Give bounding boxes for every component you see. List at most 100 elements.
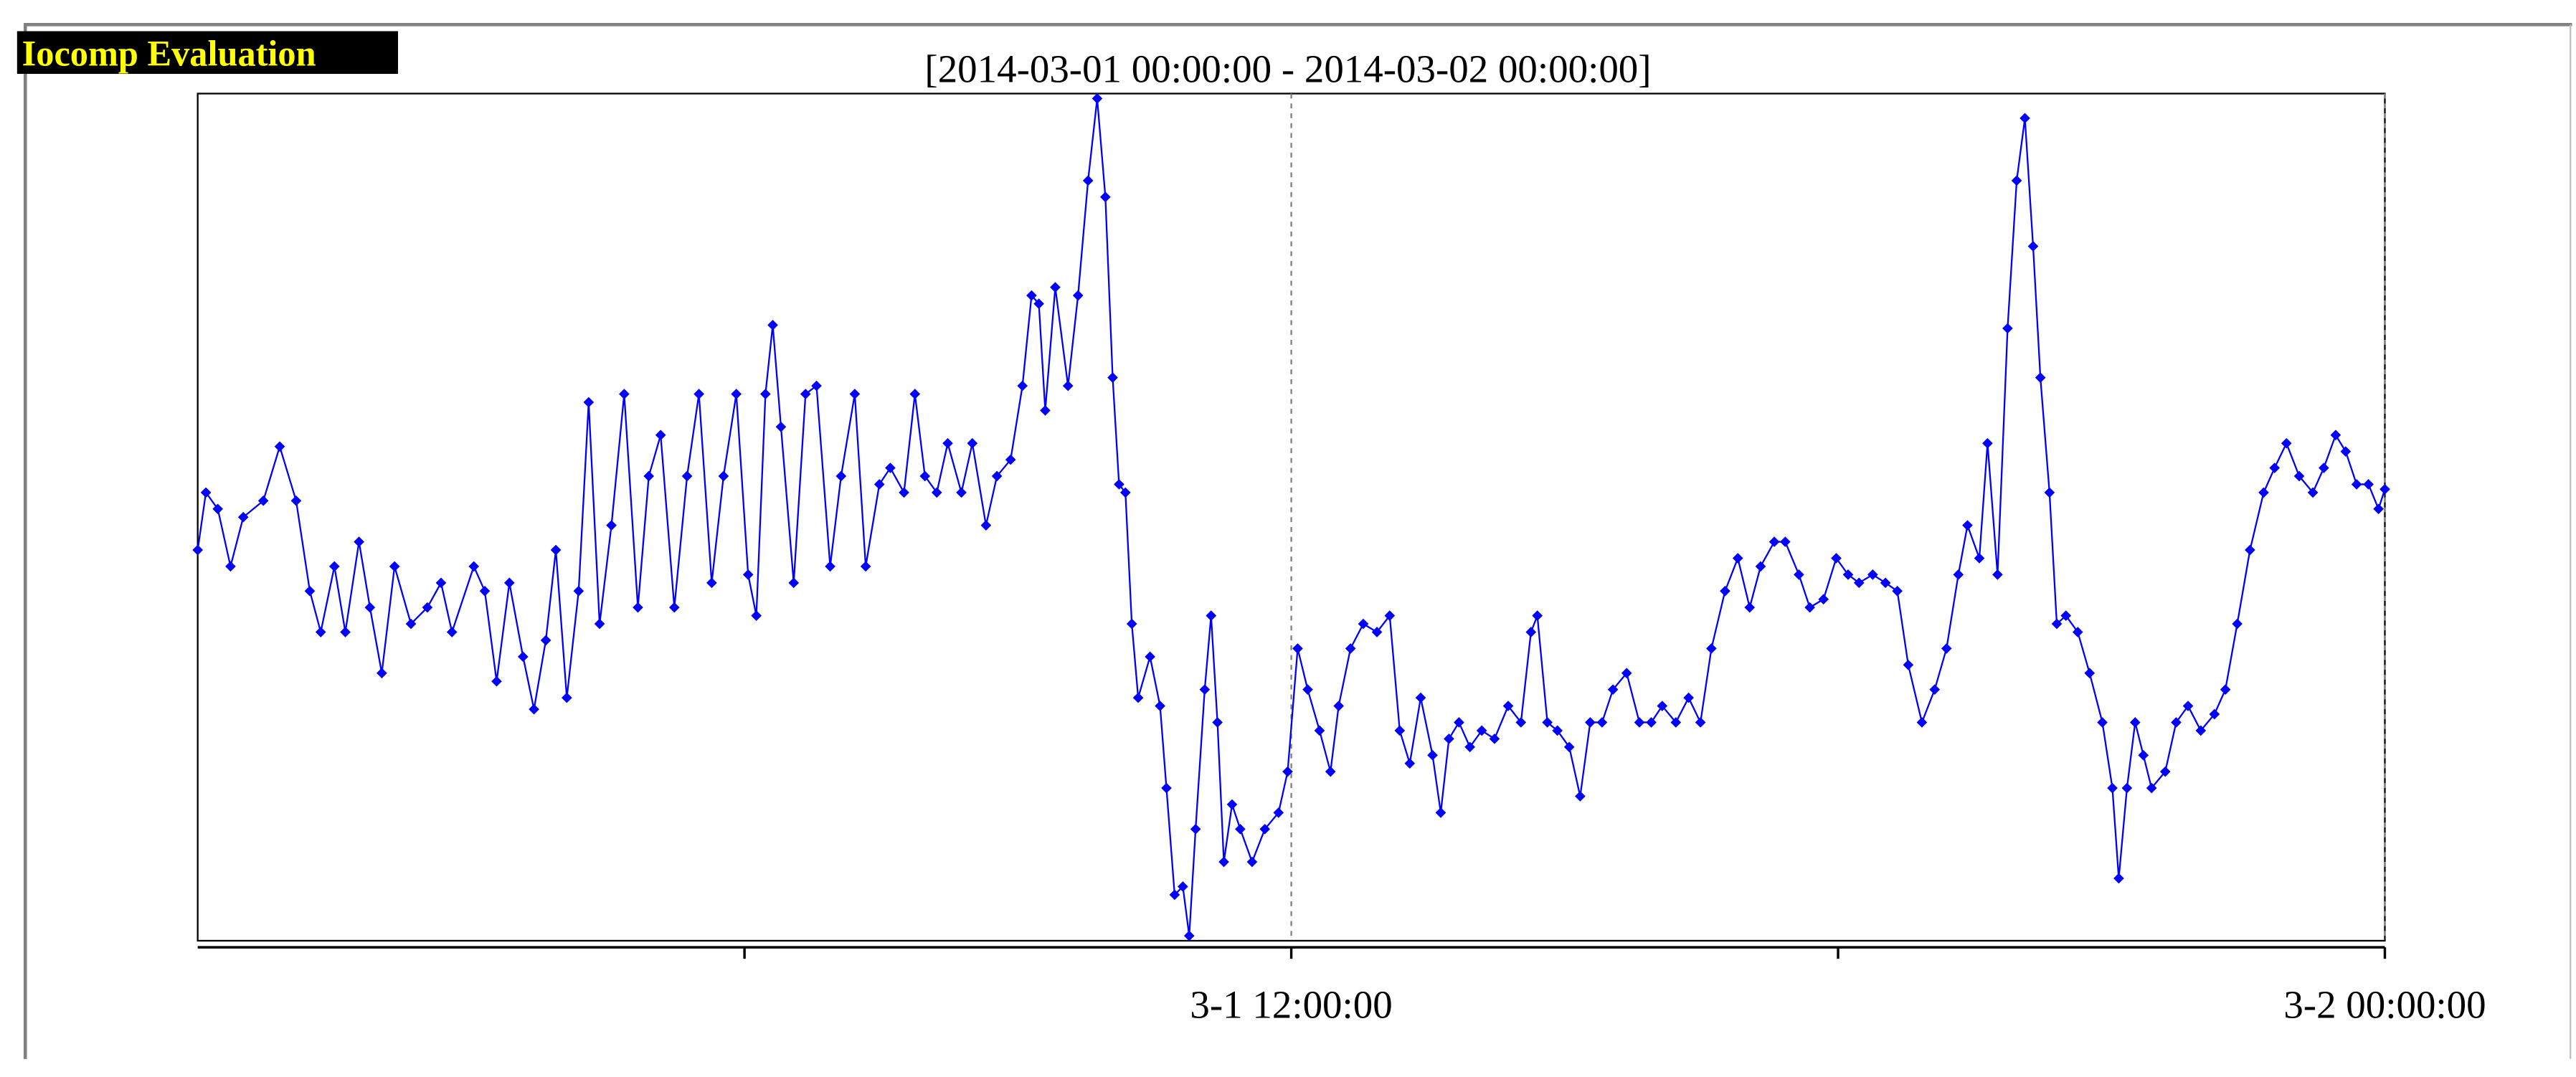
data-point: [2107, 782, 2118, 794]
data-point: [991, 470, 1003, 482]
data-point: [1974, 553, 1985, 564]
data-point: [503, 577, 515, 589]
data-point: [1867, 569, 1878, 580]
data-point: [1005, 454, 1016, 465]
data-point: [304, 585, 316, 597]
data-point: [1371, 627, 1383, 637]
data-point: [1744, 602, 1756, 613]
data-point: [668, 602, 680, 613]
data-point: [1302, 684, 1313, 695]
data-point: [788, 577, 800, 589]
data-point: [1670, 717, 1682, 728]
data-point: [1384, 610, 1396, 621]
data-point: [2159, 766, 2171, 777]
data-point: [1072, 290, 1084, 301]
grid: 3-1 12:00:00 3-2 00:00:00: [743, 93, 2486, 1027]
data-point: [1532, 610, 1543, 621]
data-point: [1132, 692, 1144, 703]
data-point: [1169, 889, 1180, 901]
data-point: [2209, 708, 2220, 720]
data-point: [2380, 483, 2390, 495]
data-point: [1794, 569, 1804, 580]
data-point: [422, 602, 433, 613]
data-point: [1929, 684, 1941, 695]
data-point: [751, 610, 762, 621]
data-point: [1161, 782, 1172, 794]
data-point: [1695, 717, 1706, 728]
data-point: [1178, 881, 1188, 892]
data-point: [2232, 618, 2243, 630]
data-point: [2121, 782, 2133, 794]
data-point: [1212, 717, 1223, 728]
data-point: [1853, 577, 1865, 589]
data-point: [2319, 462, 2329, 473]
data-point: [1563, 741, 1575, 753]
data-point: [1903, 659, 1914, 670]
data-point: [1282, 766, 1293, 777]
data-point: [706, 577, 717, 589]
data-point: [1199, 684, 1211, 695]
data-point: [389, 561, 400, 572]
data-point: [2293, 470, 2305, 482]
data-point: [594, 618, 605, 630]
data-point: [2019, 113, 2030, 124]
data-point: [1732, 553, 1743, 564]
data-point: [1464, 741, 1475, 753]
data-point: [1259, 823, 1271, 835]
data-point: [2220, 684, 2231, 695]
data-point: [1575, 791, 1586, 802]
data-point: [1585, 717, 1596, 728]
data-point: [742, 569, 754, 580]
data-point: [1226, 799, 1238, 810]
data-point: [491, 675, 502, 687]
data-point: [1017, 380, 1028, 392]
data-point: [1992, 569, 2003, 580]
data-point: [468, 561, 480, 572]
data-point: [1842, 569, 1854, 580]
data-point: [2351, 479, 2362, 490]
data-point: [2373, 503, 2384, 515]
data-point: [1082, 175, 1094, 186]
data-point: [364, 602, 376, 613]
data-point: [899, 487, 909, 498]
data-point: [619, 389, 630, 399]
data-point: [967, 437, 978, 449]
data-point: [606, 520, 617, 531]
data-point: [825, 561, 835, 572]
data-point: [1444, 734, 1454, 744]
data-point: [643, 470, 655, 482]
data-point: [1314, 725, 1325, 736]
data-point: [212, 503, 223, 515]
data-point: [1476, 725, 1487, 736]
data-point: [1634, 717, 1645, 728]
data-point: [681, 470, 693, 482]
data-point: [2084, 668, 2096, 679]
data-point: [1962, 520, 1973, 531]
data-point: [2269, 462, 2281, 473]
data-point: [1515, 717, 1527, 728]
data-point: [2195, 725, 2207, 736]
x-tick-label: 3-1 12:00:00: [1190, 983, 1392, 1027]
data-point: [1427, 749, 1438, 761]
data-point: [377, 668, 387, 679]
data-point: [1040, 405, 1051, 416]
data-point: [1818, 594, 1829, 605]
data-point: [1542, 717, 1553, 728]
data-point: [760, 389, 771, 399]
data-point: [1026, 290, 1037, 301]
data-point: [2027, 241, 2039, 252]
data-point: [435, 577, 447, 589]
data-point: [2113, 873, 2124, 884]
data-point: [931, 487, 942, 498]
data-point: [1145, 651, 1155, 663]
data-point: [1706, 643, 1717, 654]
data-point: [446, 627, 458, 637]
data-point: [1435, 807, 1446, 818]
data-point: [1033, 298, 1044, 309]
data-point: [315, 627, 326, 637]
data-point: [1454, 717, 1464, 728]
data-point: [1100, 191, 1111, 203]
data-point: [2002, 323, 2013, 334]
data-point: [718, 470, 729, 482]
